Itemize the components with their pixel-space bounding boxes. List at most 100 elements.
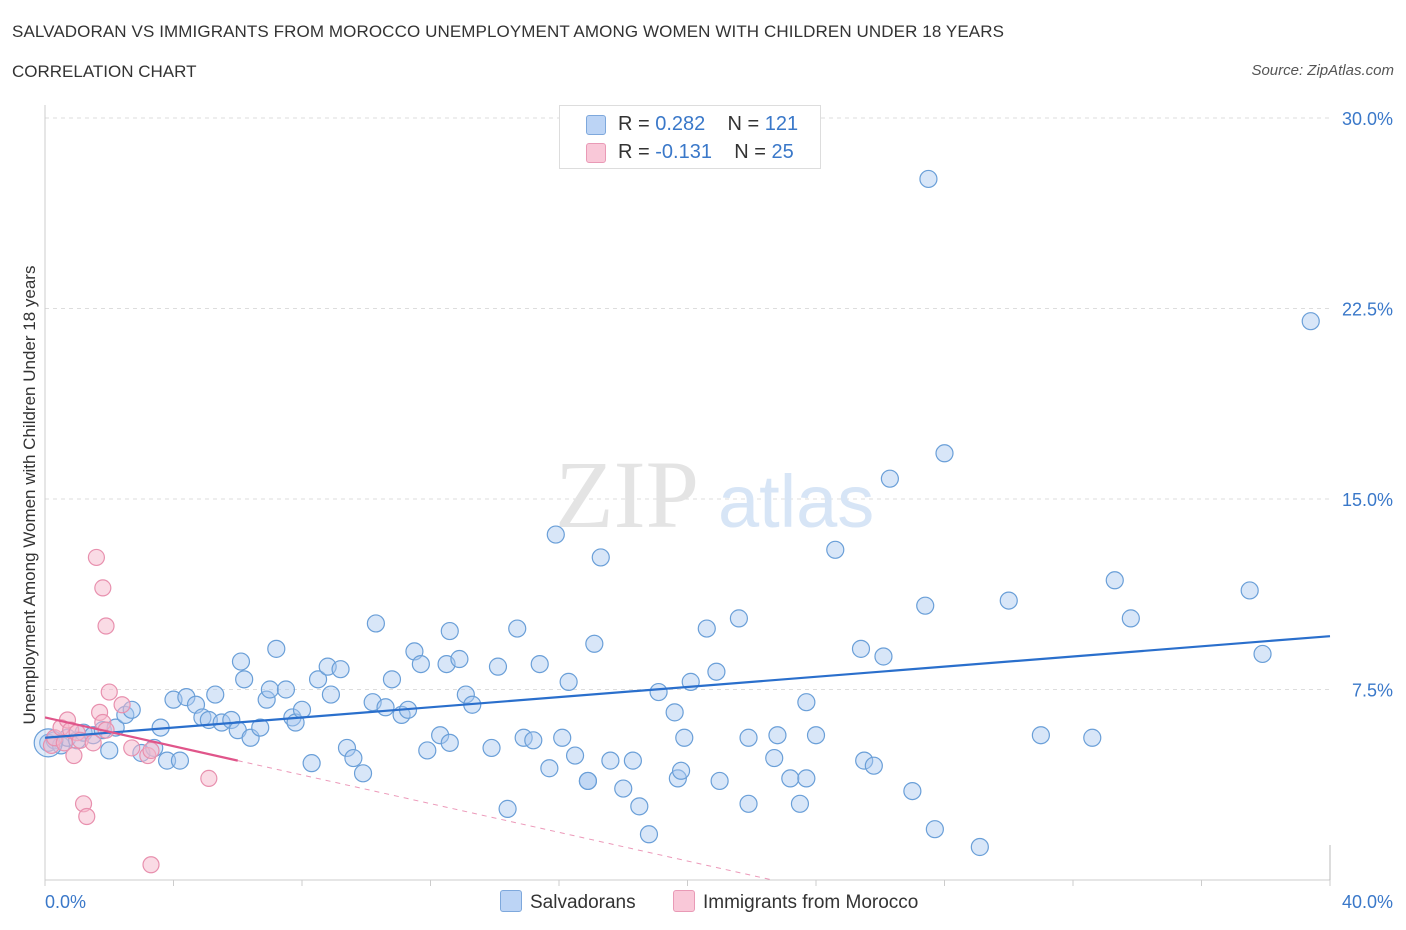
- morocco-point: [94, 579, 112, 597]
- salvadoran-point: [260, 680, 279, 699]
- y-tick-label: 30.0%: [1342, 109, 1393, 129]
- y-tick-label: 22.5%: [1342, 300, 1393, 320]
- salvadoran-point: [739, 794, 758, 813]
- morocco-point: [123, 739, 141, 757]
- legend-n-label: N =: [727, 113, 765, 135]
- salvadoran-point: [665, 703, 684, 722]
- salvadoran-point: [170, 751, 190, 770]
- legend-r-value: -0.131: [655, 141, 712, 163]
- salvadorans-trend-line: [44, 635, 1331, 739]
- salvadoran-point: [302, 754, 321, 773]
- salvadoran-point: [697, 619, 716, 638]
- correlation-legend: R = 0.282 N = 121 R = -0.131 N = 25: [559, 105, 821, 169]
- legend-n-value: 121: [764, 113, 799, 135]
- salvadoran-point: [806, 726, 826, 745]
- salvadoran-point: [411, 654, 430, 674]
- salvadoran-point: [739, 728, 758, 747]
- salvadoran-point: [337, 738, 357, 758]
- y-tick-label: 7.5%: [1352, 681, 1393, 701]
- legend-label-morocco: Immigrants from Morocco: [703, 892, 919, 913]
- salvadoran-point: [382, 670, 402, 689]
- source-label: Source: ZipAtlas.com: [1251, 62, 1394, 79]
- salvadoran-point: [524, 731, 543, 750]
- salvadoran-point: [308, 670, 328, 689]
- salvadoran-point: [630, 797, 649, 816]
- legend-r-label: R =: [618, 141, 656, 163]
- salvadoran-point: [376, 698, 395, 717]
- salvadoran-point: [614, 779, 633, 798]
- tick-labels: 7.5% 15.0% 22.5% 30.0% 0.0% 40.0%: [45, 109, 1393, 912]
- chart-subtitle: CORRELATION CHART: [12, 62, 197, 81]
- salvadoran-point: [916, 596, 935, 615]
- salvadoran-point: [1253, 644, 1272, 664]
- salvadoran-point: [601, 751, 620, 770]
- salvadoran-point: [919, 169, 938, 189]
- salvadoran-point: [710, 771, 729, 791]
- legend-item-salvadorans: Salvadorans: [500, 890, 636, 914]
- y-axis-label: Unemployment Among Women with Children U…: [20, 265, 39, 725]
- salvadoran-point: [231, 652, 251, 671]
- salvadoran-point: [591, 548, 610, 567]
- salvadoran-point: [874, 647, 893, 666]
- salvadoran-point: [1105, 571, 1124, 590]
- morocco-point: [100, 683, 118, 701]
- salvadoran-point: [530, 654, 549, 674]
- legend-item-morocco: Immigrants from Morocco: [673, 890, 918, 914]
- salvadoran-point: [450, 649, 469, 669]
- salvadoran-point: [431, 726, 450, 745]
- salvadoran-point: [1031, 726, 1050, 745]
- salvadoran-point: [440, 621, 459, 641]
- legend-r-label: R =: [618, 113, 656, 135]
- watermark-atlas: atlas: [718, 460, 874, 543]
- salvadoran-point: [276, 680, 296, 699]
- salvadoran-point: [851, 639, 871, 658]
- legend-swatch-pink: [586, 143, 606, 163]
- salvadoran-point: [498, 799, 517, 818]
- salvadoran-point: [540, 759, 559, 778]
- salvadoran-point: [366, 614, 385, 633]
- salvadoran-point: [578, 771, 598, 791]
- legend-swatch-pink: [673, 890, 695, 912]
- salvadoran-point: [565, 746, 585, 765]
- salvadoran-point: [970, 837, 989, 857]
- morocco-point: [87, 548, 106, 567]
- salvadoran-point: [649, 682, 668, 702]
- morocco-point: [97, 617, 115, 635]
- salvadoran-point: [488, 657, 508, 676]
- salvadoran-point: [440, 733, 459, 752]
- trend-lines: [44, 635, 1331, 881]
- morocco-point: [142, 741, 160, 760]
- salvadoran-point: [925, 820, 944, 839]
- salvadoran-point: [267, 639, 286, 658]
- salvadoran-point: [797, 693, 816, 712]
- salvadoran-point: [100, 741, 119, 760]
- salvadoran-point: [855, 751, 874, 770]
- salvadoran-point: [353, 764, 373, 783]
- salvadoran-point: [639, 825, 659, 844]
- morocco-point: [78, 807, 96, 826]
- legend-n-label: N =: [734, 141, 772, 163]
- legend-swatch-blue: [500, 890, 522, 912]
- morocco-point: [142, 856, 160, 874]
- salvadoran-point: [903, 781, 922, 801]
- legend-r-value: 0.282: [655, 113, 706, 135]
- salvadoran-point: [880, 469, 899, 488]
- legend-swatch-blue: [586, 115, 606, 135]
- salvadoran-point: [482, 738, 501, 758]
- salvadoran-point: [508, 619, 527, 638]
- morocco-trend-line: [44, 716, 238, 762]
- grid-layer: [45, 117, 1330, 690]
- morocco-points: [42, 548, 218, 874]
- morocco-point: [200, 769, 218, 788]
- salvadoran-point: [675, 728, 694, 747]
- x-tick-label-max: 40.0%: [1342, 892, 1393, 912]
- salvadoran-point: [797, 769, 816, 788]
- salvadorans-points: [33, 169, 1320, 857]
- salvadoran-point: [585, 634, 604, 653]
- salvadoran-point: [292, 700, 312, 719]
- salvadoran-point: [418, 741, 437, 760]
- salvadoran-point: [559, 672, 578, 691]
- salvadoran-point: [781, 769, 800, 788]
- salvadoran-point: [768, 726, 787, 745]
